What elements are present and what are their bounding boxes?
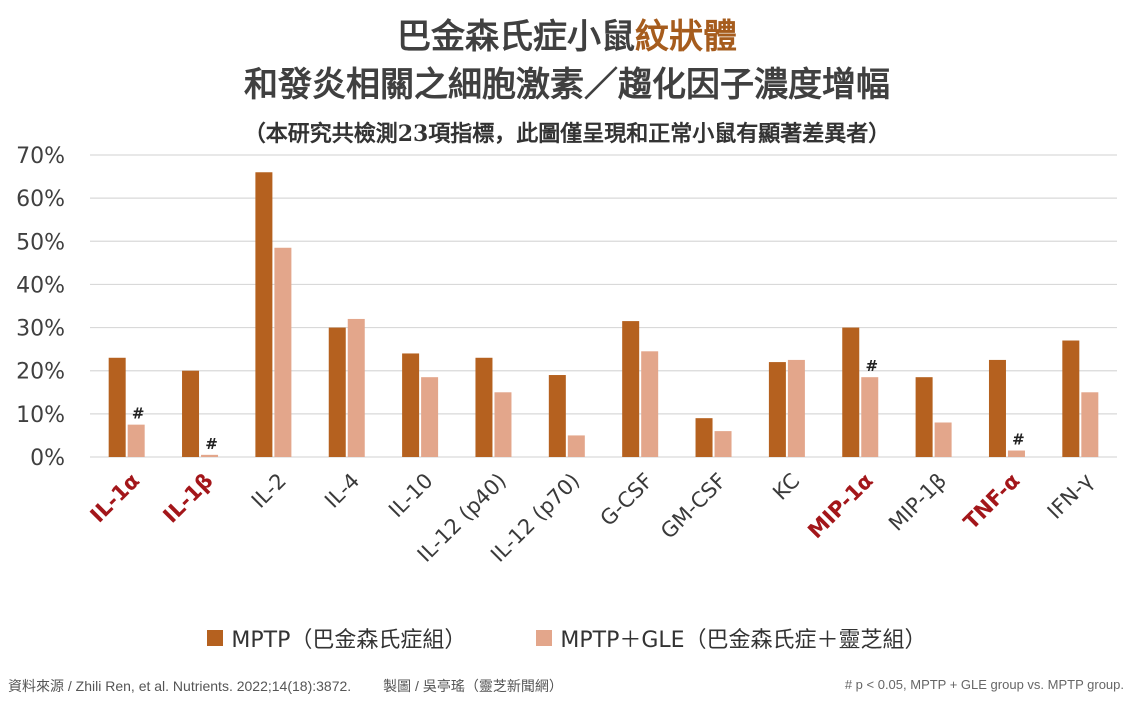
chart-subtitle: （本研究共檢測23項指標，此圖僅呈現和正常小鼠有顯著差異者） xyxy=(243,121,891,147)
bar-mptp-gle xyxy=(201,454,219,457)
y-tick-label: 70% xyxy=(16,144,65,169)
bar-mptp-gle xyxy=(1007,450,1025,457)
x-tick-label: IL-1β xyxy=(158,469,217,528)
x-tick-label: IL-10 xyxy=(384,469,438,523)
bar-mptp xyxy=(108,357,126,457)
bar-mptp xyxy=(328,327,346,457)
legend-label-mptp-gle: MPTP＋GLE（巴金森氏症＋靈芝組） xyxy=(560,628,927,653)
bar-mptp xyxy=(695,418,713,457)
y-tick-label: 30% xyxy=(16,317,65,342)
bar-mptp xyxy=(622,321,640,457)
x-tick-label: KC xyxy=(768,469,804,505)
legend-swatch-mptp-gle xyxy=(536,630,553,646)
title-text: 巴金森氏症小鼠 xyxy=(397,17,635,57)
bar-mptp-gle xyxy=(1081,392,1099,457)
bar-mptp xyxy=(255,172,273,457)
bar-mptp xyxy=(548,375,566,457)
x-tick-label: MIP-1α xyxy=(803,469,878,544)
bar-mptp-gle xyxy=(934,422,952,457)
bar-mptp-gle xyxy=(347,318,365,457)
x-tick-label: IL-4 xyxy=(320,469,364,513)
legend-item-mptp: MPTP（巴金森氏症組） xyxy=(207,622,466,654)
y-tick-label: 0% xyxy=(30,446,65,471)
credit-text: 製圖 / 吳亭瑤（靈芝新聞網） xyxy=(383,678,563,694)
x-tick-label: MIP-1β xyxy=(884,469,951,536)
y-tick-label: 60% xyxy=(16,187,65,212)
bar-mptp-gle xyxy=(861,377,879,457)
y-tick-label: 50% xyxy=(16,230,65,255)
x-tick-label: IL-1α xyxy=(86,469,145,528)
x-tick-label: GM-CSF xyxy=(656,469,731,544)
bar-mptp xyxy=(1062,340,1080,457)
bar-mptp-gle xyxy=(787,359,805,457)
x-tick-label: IL-2 xyxy=(247,469,291,513)
bar-mptp xyxy=(768,362,786,457)
bar-mptp xyxy=(182,370,200,457)
x-tick-label: IFN-γ xyxy=(1043,469,1098,524)
title-highlight: 紋狀體 xyxy=(635,17,737,57)
y-tick-label: 10% xyxy=(16,403,65,428)
y-tick-label: 20% xyxy=(16,360,65,385)
bar-mptp-gle xyxy=(714,431,732,457)
bar-mptp xyxy=(475,357,493,457)
y-tick-label: 40% xyxy=(16,273,65,298)
significance-mark: # xyxy=(132,405,145,423)
x-tick-label: TNF-α xyxy=(959,469,1025,535)
footer-source: 資料來源 / Zhili Ren, et al. Nutrients. 2022… xyxy=(8,676,563,696)
chart-title-line1: 巴金森氏症小鼠紋狀體 xyxy=(0,16,1134,58)
bar-mptp xyxy=(915,377,933,457)
bar-chart: 0% 10% 20% 30% 40% 50% 60% 70% IL-1α IL-1β IL-2 IL-… xyxy=(16,144,1117,567)
bar-mptp-gle xyxy=(567,435,585,457)
significance-mark: # xyxy=(865,357,878,375)
legend: MPTP（巴金森氏症組） MPTP＋GLE（巴金森氏症＋靈芝組） xyxy=(0,622,1134,654)
bar-mptp-gle xyxy=(494,392,512,457)
significance-mark: # xyxy=(1012,431,1025,449)
legend-label-mptp: MPTP（巴金森氏症組） xyxy=(231,628,467,653)
footer-note: # p < 0.05, MPTP + GLE group vs. MPTP gr… xyxy=(844,677,1124,692)
bar-mptp-gle xyxy=(274,247,292,457)
source-text: 資料來源 / Zhili Ren, et al. Nutrients. 2022… xyxy=(8,678,352,694)
significance-mark: # xyxy=(205,435,218,453)
x-tick-label: G-CSF xyxy=(596,469,658,531)
bar-mptp-gle xyxy=(127,424,145,457)
legend-swatch-mptp xyxy=(207,630,224,646)
chart-title-line2: 和發炎相關之細胞激素／趨化因子濃度增幅 xyxy=(244,65,890,105)
bar-mptp xyxy=(402,353,420,457)
bar-mptp-gle xyxy=(421,377,439,457)
bar-mptp xyxy=(842,327,860,457)
bar-mptp xyxy=(988,359,1006,457)
bar-mptp-gle xyxy=(641,351,659,457)
legend-item-mptp-gle: MPTP＋GLE（巴金森氏症＋靈芝組） xyxy=(536,622,927,654)
